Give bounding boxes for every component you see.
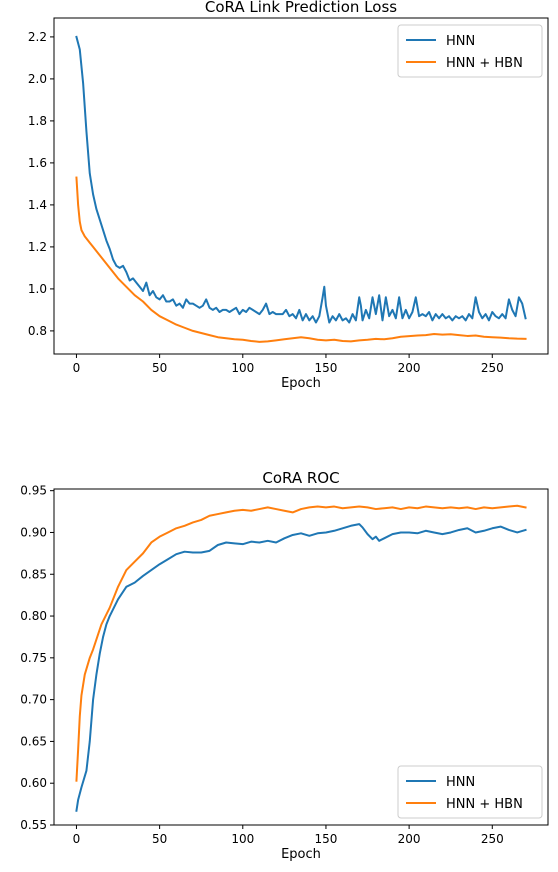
legend-label: HNN	[446, 34, 475, 49]
y-tick-label: 0.8	[28, 324, 47, 338]
y-tick-label: 1.8	[28, 114, 47, 128]
chart-1: CoRA Link Prediction Loss 0 50 100 150 200 250…	[28, 0, 549, 391]
series-line-hnn-hbn	[75, 176, 527, 343]
y-tick-label: 1.0	[28, 282, 47, 296]
plot-frame	[53, 488, 549, 826]
legend-label: HNN + HBN	[446, 56, 523, 71]
series-line-hnn	[75, 35, 527, 324]
x-tick-label: 150	[314, 361, 337, 375]
y-tick-label: 0.85	[20, 567, 47, 581]
legend: HNN HNN + HBN	[397, 765, 543, 819]
legend: HNN HNN + HBN	[397, 24, 543, 78]
y-tick-label: 0.80	[20, 609, 47, 623]
x-axis-label: Epoch	[281, 376, 321, 391]
x-tick-label: 200	[398, 832, 421, 846]
y-tick-label: 0.95	[20, 484, 47, 498]
x-tick-label: 50	[152, 361, 167, 375]
y-tick-label: 1.4	[28, 198, 47, 212]
x-tick-label: 150	[314, 832, 337, 846]
y-tick-label: 0.70	[20, 693, 47, 707]
chart-title: CoRA ROC	[262, 469, 339, 487]
series-line-hnn	[75, 523, 527, 812]
y-tick-label: 0.90	[20, 525, 47, 539]
x-tick-label: 100	[231, 832, 254, 846]
chart-title: CoRA Link Prediction Loss	[205, 0, 397, 16]
y-tick-label: 2.0	[28, 72, 47, 86]
legend-box	[397, 765, 543, 819]
x-tick-label: 200	[398, 361, 421, 375]
y-tick-label: 0.60	[20, 776, 47, 790]
legend-box	[397, 24, 543, 78]
x-tick-label: 0	[73, 832, 81, 846]
legend-label: HNN + HBN	[446, 797, 523, 812]
y-tick-label: 0.55	[20, 818, 47, 832]
y-tick-label: 0.75	[20, 651, 47, 665]
y-tick-label: 0.65	[20, 734, 47, 748]
series-line-hnn-hbn	[75, 504, 527, 782]
y-tick-label: 2.2	[28, 30, 47, 44]
x-axis-label: Epoch	[281, 847, 321, 862]
y-tick-label: 1.2	[28, 240, 47, 254]
y-tick-label: 1.6	[28, 156, 47, 170]
plot-frame	[53, 17, 549, 355]
x-tick-label: 50	[152, 832, 167, 846]
legend-label: HNN	[446, 775, 475, 790]
x-tick-label: 250	[481, 832, 504, 846]
x-tick-label: 0	[73, 361, 81, 375]
x-tick-label: 250	[481, 361, 504, 375]
chart-2: CoRA ROC 0 50 100 150 200 250 0.55 0.60 0.65 0.70 0…	[20, 469, 549, 862]
x-tick-label: 100	[231, 361, 254, 375]
